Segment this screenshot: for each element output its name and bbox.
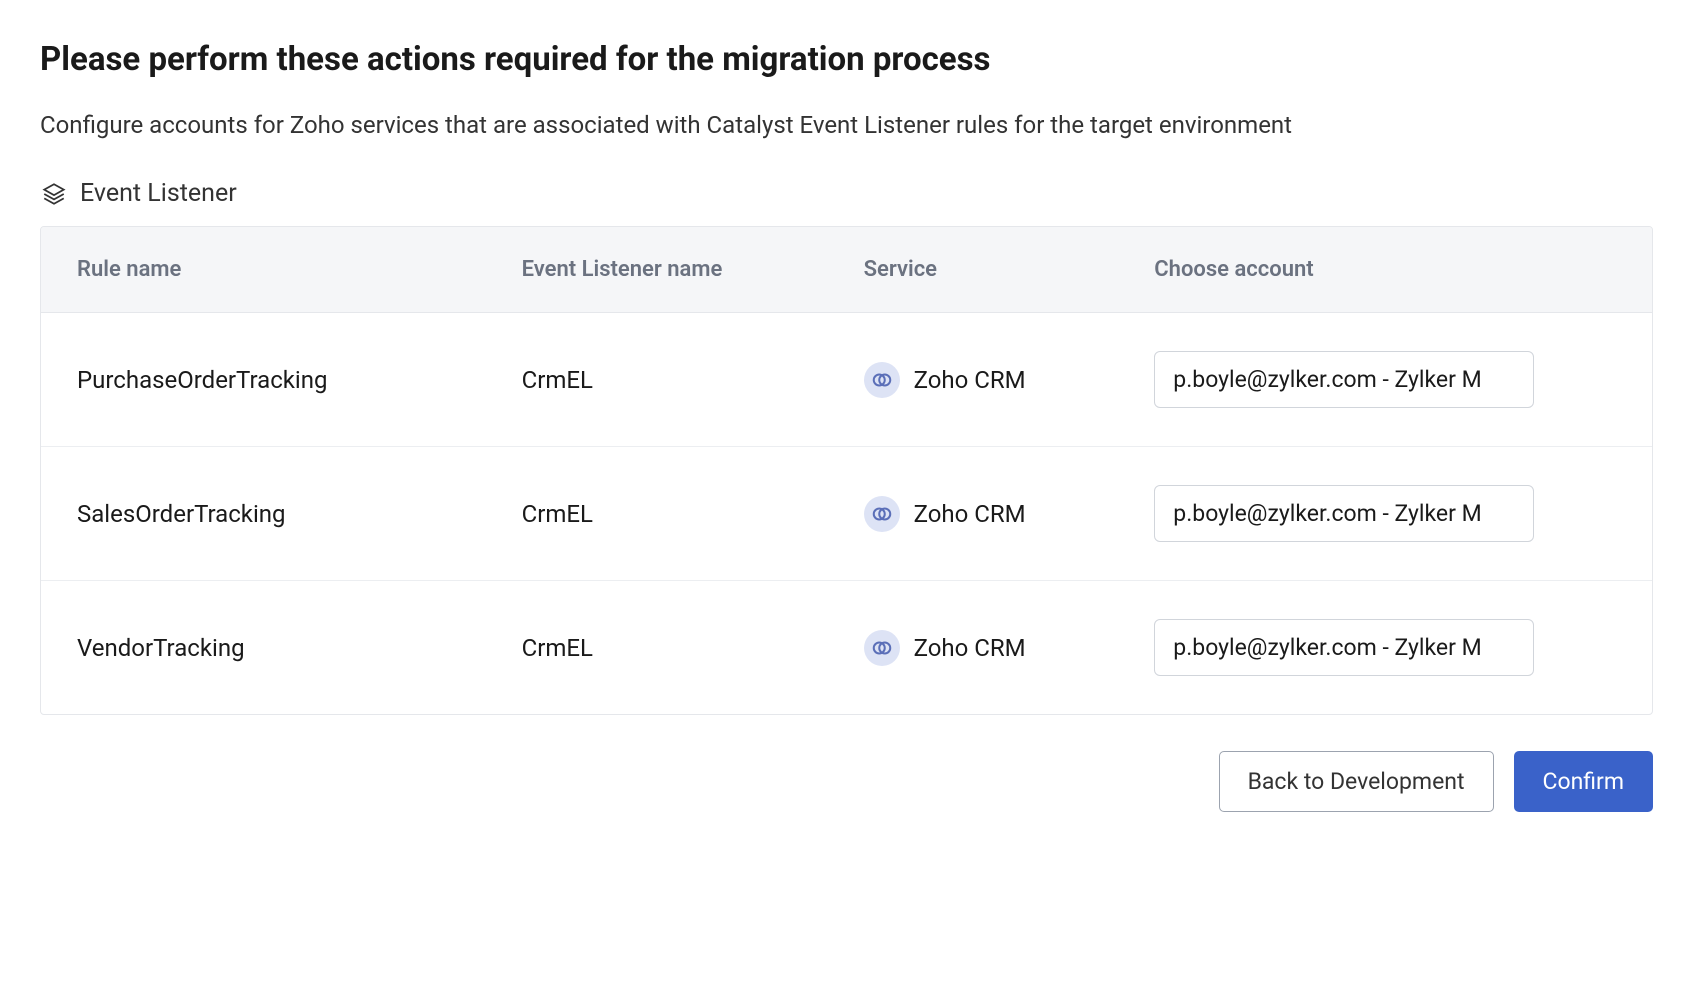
confirm-button[interactable]: Confirm (1514, 751, 1654, 812)
col-service: Service (864, 257, 1155, 282)
rule-name-cell: VendorTracking (77, 634, 522, 662)
layers-icon (40, 180, 68, 208)
account-cell: p.boyle@zylker.com - Zylker M (1154, 485, 1616, 542)
account-select[interactable]: p.boyle@zylker.com - Zylker M (1154, 485, 1534, 542)
section-header: Event Listener (40, 179, 1653, 208)
account-cell: p.boyle@zylker.com - Zylker M (1154, 351, 1616, 408)
table-row: VendorTracking CrmEL Zoho CRM p.boyle@zy… (41, 581, 1652, 714)
table-row: SalesOrderTracking CrmEL Zoho CRM p.boyl… (41, 447, 1652, 581)
service-label: Zoho CRM (914, 634, 1026, 662)
service-label: Zoho CRM (914, 500, 1026, 528)
page-title: Please perform these actions required fo… (40, 40, 1653, 79)
zoho-crm-icon (864, 362, 900, 398)
col-rule-name: Rule name (77, 257, 522, 282)
service-cell: Zoho CRM (864, 496, 1155, 532)
table-header: Rule name Event Listener name Service Ch… (41, 227, 1652, 313)
zoho-crm-icon (864, 496, 900, 532)
col-listener-name: Event Listener name (522, 257, 864, 282)
event-listener-table: Rule name Event Listener name Service Ch… (40, 226, 1653, 715)
col-choose-account: Choose account (1154, 257, 1616, 282)
rule-name-cell: SalesOrderTracking (77, 500, 522, 528)
rule-name-cell: PurchaseOrderTracking (77, 366, 522, 394)
listener-name-cell: CrmEL (522, 366, 864, 394)
listener-name-cell: CrmEL (522, 634, 864, 662)
service-cell: Zoho CRM (864, 630, 1155, 666)
service-cell: Zoho CRM (864, 362, 1155, 398)
listener-name-cell: CrmEL (522, 500, 864, 528)
table-row: PurchaseOrderTracking CrmEL Zoho CRM p.b… (41, 313, 1652, 447)
section-label: Event Listener (80, 179, 237, 208)
footer-actions: Back to Development Confirm (40, 751, 1653, 812)
zoho-crm-icon (864, 630, 900, 666)
account-select[interactable]: p.boyle@zylker.com - Zylker M (1154, 351, 1534, 408)
back-button[interactable]: Back to Development (1219, 751, 1494, 812)
account-select[interactable]: p.boyle@zylker.com - Zylker M (1154, 619, 1534, 676)
page-subtitle: Configure accounts for Zoho services tha… (40, 111, 1653, 139)
service-label: Zoho CRM (914, 366, 1026, 394)
account-cell: p.boyle@zylker.com - Zylker M (1154, 619, 1616, 676)
